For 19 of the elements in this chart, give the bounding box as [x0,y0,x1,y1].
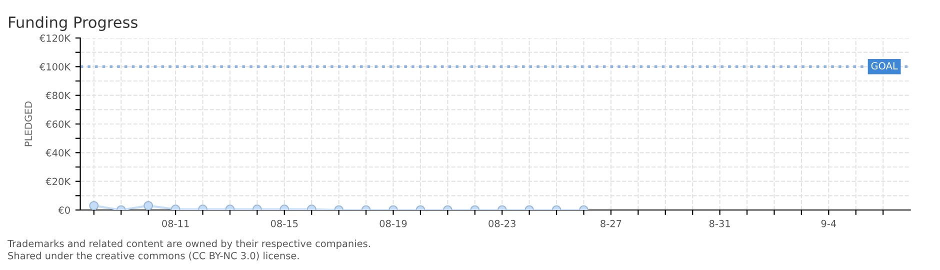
chart-title: Funding Progress [9,16,138,31]
x-tick-label: 8-31 [709,220,730,228]
x-tick-label: 08-19 [380,220,407,228]
x-tick-label: 9-4 [821,220,836,228]
y-tick-label: €100K [39,63,71,70]
y-tick-label: €40K [46,149,71,156]
y-tick-label: €60K [46,120,71,128]
y-tick-label: €20K [46,178,71,186]
text: Shared under the creative commons (CC BY-NC 3.0) license. [8,252,299,260]
x-tick-label: 08-23 [488,220,516,228]
x-tick-label: 8-27 [600,220,622,228]
text: Trademarks and related content are owned by their respective companies. [7,240,370,250]
y-tick-label: €0 [58,206,70,214]
x-tick-label: 08-11 [162,220,189,228]
ref-line-label: GOAL [871,62,898,70]
y-tick-label: €120K [39,34,71,42]
x-tick-label: 08-15 [270,220,298,228]
y-axis-title: PLEDGED [24,102,32,146]
y-tick-label: €80K [46,92,71,100]
